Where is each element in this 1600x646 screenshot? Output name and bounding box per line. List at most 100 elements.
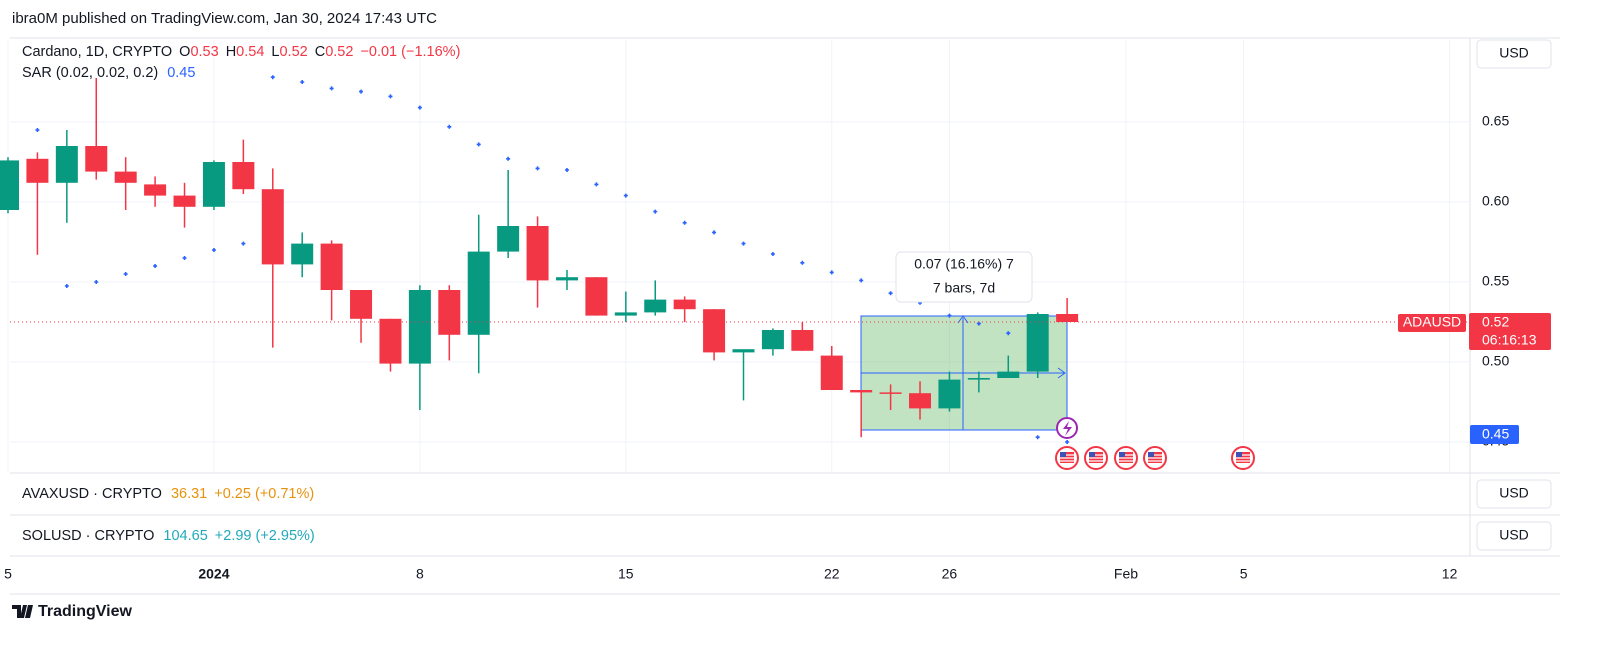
candle-body	[85, 146, 108, 172]
sar-dot	[859, 278, 864, 283]
candle-body	[909, 393, 932, 409]
measure-tooltip	[895, 251, 1033, 303]
sar-dot	[800, 260, 805, 265]
legend-item: −0.01 (−1.16%)	[360, 44, 460, 60]
candle-body	[555, 277, 578, 281]
sar-dot	[329, 86, 334, 91]
sar-dot	[153, 264, 158, 268]
published: ibra0M published on TradingView.com, Jan…	[12, 10, 437, 27]
sar-dot	[653, 209, 658, 214]
candle-body	[644, 299, 667, 313]
sar-tag-text: 0.45	[1482, 426, 1509, 442]
candle-body	[732, 349, 755, 353]
candle-body	[408, 290, 431, 364]
x-tick-label: 12	[1442, 566, 1458, 582]
candle-body	[438, 290, 461, 335]
last-price-text: 0.52	[1482, 314, 1509, 330]
candle-body	[879, 392, 902, 394]
panel-change: +2.99 (+2.95%)	[215, 528, 315, 544]
currency: USD	[1499, 527, 1529, 543]
legend-item: C	[315, 44, 325, 60]
legend-item: 0.53	[190, 44, 218, 60]
countdown-text: 06:16:13	[1482, 332, 1537, 348]
candle-body	[791, 330, 814, 351]
currency-box[interactable]	[1476, 39, 1552, 69]
brand: TradingView	[38, 603, 133, 620]
candle-body	[350, 290, 373, 319]
x-tick-label: 2024	[198, 566, 229, 582]
candle-body	[1026, 314, 1049, 372]
indicator-value: 0.45	[167, 65, 195, 81]
sar-dot	[770, 252, 775, 256]
candle-body	[26, 158, 49, 183]
y-tick-label: 0.60	[1482, 193, 1509, 209]
flag-icon	[1236, 452, 1242, 457]
legend-item: O	[179, 44, 190, 60]
candle-body	[997, 371, 1020, 378]
sar-dot	[300, 80, 305, 84]
panel-change: +0.25 (+0.71%)	[214, 486, 314, 502]
candle-body	[585, 277, 608, 316]
x-tick-label: Feb	[1114, 566, 1138, 582]
measure-text: 7 bars, 7d	[933, 280, 995, 296]
panel-legend: SOLUSD · CRYPTO 104.65 +2.99 (+2.95%)	[22, 528, 315, 544]
measure-text: 0.07 (16.16%) 7	[914, 256, 1014, 272]
sar-dot	[241, 241, 246, 246]
legend-item: AVAXUSD · CRYPTO	[22, 486, 162, 502]
currency-box[interactable]	[1476, 521, 1552, 551]
candle-body	[850, 390, 873, 393]
candle-body	[703, 309, 726, 353]
candle-body	[0, 160, 19, 210]
candle-body	[761, 330, 784, 350]
sar-dot	[211, 248, 216, 252]
candle-body	[967, 378, 990, 380]
sar-dot	[564, 168, 569, 172]
sar-dot	[270, 75, 275, 80]
sar-dot	[741, 241, 746, 246]
sar-dot	[476, 142, 481, 147]
candle-body	[291, 243, 314, 265]
candle-body	[144, 184, 167, 196]
sar-dot	[947, 313, 952, 318]
candle-body	[232, 162, 255, 190]
legend-item: 0.52	[279, 44, 307, 60]
sar-dot	[594, 182, 599, 187]
measure-arrow	[957, 315, 969, 324]
x-tick-label: 15	[618, 566, 634, 582]
candle-body	[820, 355, 843, 390]
legend-item: SAR (0.02, 0.02, 0.2)	[22, 65, 158, 81]
candle-body	[114, 171, 137, 183]
currency: USD	[1499, 485, 1529, 501]
y-tick-label: 0.50	[1482, 353, 1509, 369]
candle-body	[202, 162, 225, 207]
candle-body	[55, 146, 78, 183]
panel-price: 104.65	[163, 528, 207, 544]
sar-dot	[535, 166, 540, 171]
flag-icon	[1089, 452, 1095, 457]
sar-dot	[623, 193, 628, 198]
sar-dot	[182, 256, 187, 260]
indicator-legend: SAR (0.02, 0.02, 0.2) 0.45	[22, 65, 195, 81]
symbol-tag	[1398, 314, 1466, 332]
sar-dot	[417, 105, 422, 110]
x-tick-label: 26	[942, 566, 958, 582]
legend-item: 0.54	[236, 44, 264, 60]
sar-dot	[1006, 331, 1011, 336]
sar-dot	[1035, 435, 1040, 440]
legend-item: L	[271, 44, 279, 60]
measure-arrow	[1057, 367, 1066, 379]
panel-legend: AVAXUSD · CRYPTO 36.31 +0.25 (+0.71%)	[22, 486, 314, 502]
sar-dot	[506, 156, 511, 161]
sar-dot	[359, 89, 364, 94]
sar-dot	[447, 124, 452, 129]
currency: USD	[1499, 45, 1529, 61]
panel-price: 36.31	[171, 486, 207, 502]
x-tick-label: 5	[1240, 566, 1248, 582]
currency-box[interactable]	[1476, 479, 1552, 509]
flag-icon	[1119, 452, 1125, 457]
candle-body	[173, 195, 196, 207]
candle-body	[526, 226, 549, 281]
legend-item: 0.52	[325, 44, 353, 60]
event-icon	[1063, 421, 1072, 436]
